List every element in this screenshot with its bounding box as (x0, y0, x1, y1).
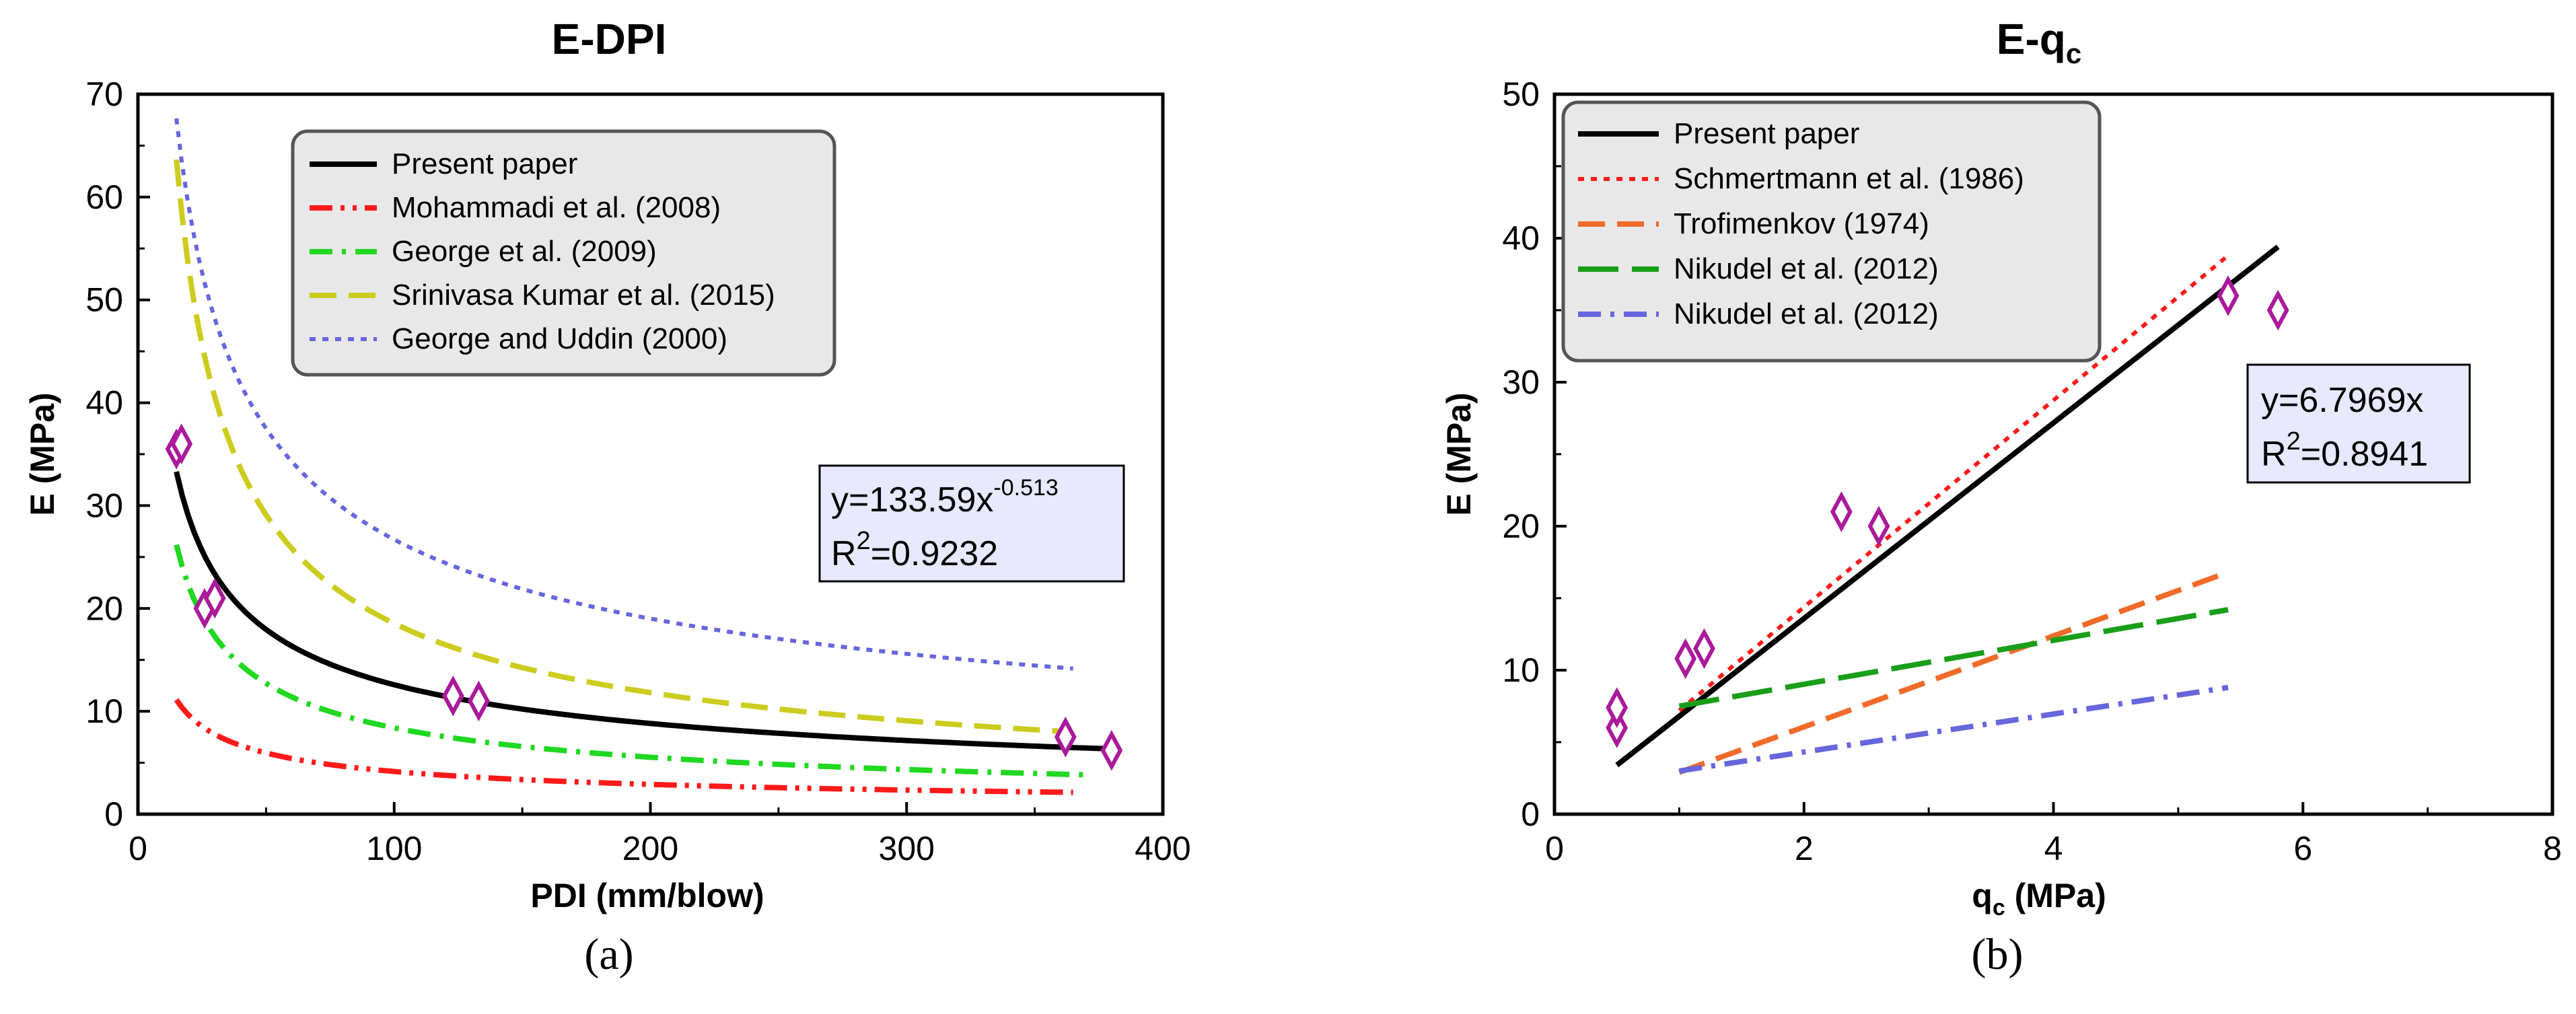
data-point (1867, 505, 1890, 547)
svg-text:E-qc: E-qc (1997, 15, 2081, 69)
data-point (1693, 628, 1715, 669)
y-tick-label: 30 (1502, 363, 1540, 401)
legend-label-3: Nikudel et al. (2012) (1674, 252, 1939, 285)
panel-b-y-axis-label: E (MPa) (1440, 392, 1478, 515)
panel-b-equation-box: y=6.7969x R2=0.8941 (2246, 363, 2471, 484)
panel-b-label: (b) (1972, 930, 2024, 979)
data-point (467, 680, 490, 722)
legend-label-1: Mohammadi et al. (2008) (392, 191, 721, 224)
legend-label-2: Trofimenkov (1974) (1674, 207, 1929, 240)
panel-a-r2-superscript: 2 (857, 527, 871, 555)
x-tick-label: 6 (2293, 830, 2312, 867)
panel-a-equation-exponent: -0.513 (993, 475, 1058, 501)
series-line-1 (174, 698, 1073, 795)
data-point (1054, 717, 1077, 758)
panel-b-equation: y=6.7969x (2261, 381, 2423, 420)
series-line-1 (1678, 254, 2229, 713)
panel-a-legend: Present paper Mohammadi et al. (2008) Geor… (291, 129, 836, 377)
series-line-4 (1678, 684, 2229, 774)
panel-a-legend-box (291, 129, 836, 377)
y-tick-label: 30 (85, 486, 123, 524)
y-tick-label: 10 (85, 692, 123, 730)
panel-b-r2-value: =0.8941 (2301, 435, 2428, 474)
data-point (1606, 687, 1629, 728)
y-tick-label: 20 (85, 589, 123, 627)
x-tick-label: 0 (1545, 830, 1564, 867)
panel-a-r2-symbol: R (831, 534, 857, 573)
y-tick-label: 40 (85, 384, 123, 422)
y-tick-label: 60 (85, 178, 123, 216)
series-line-0 (1615, 244, 2280, 768)
panel-a-y-axis-label: E (MPa) (24, 392, 61, 515)
panel-b-legend-box (1561, 100, 2102, 363)
panel-a-equation-box: y=133.59x-0.513 R2=0.9232 (818, 464, 1125, 583)
x-tick-label: 300 (879, 830, 935, 867)
panel-a-title: E-DPI (552, 15, 667, 63)
panel-b-r2-superscript: 2 (2287, 427, 2301, 456)
panel-a-x-axis-label: PDI (mm/blow) (530, 877, 764, 914)
panel-a: E-DPI 0 100 200 300 400 0 10 20 30 40 50 60 70 PDI (… (24, 15, 1191, 979)
panel-a-data-points (165, 423, 1123, 771)
data-point (441, 675, 464, 717)
legend-label-4: George and Uddin (2000) (392, 322, 727, 355)
x-tick-label: 200 (622, 830, 678, 867)
series-line-0 (174, 471, 1112, 752)
x-tick-label: 8 (2543, 830, 2562, 867)
panel-b-x-axis-label: q (1972, 877, 1993, 914)
y-tick-label: 20 (1502, 507, 1540, 545)
legend-label-2: George et al. (2009) (392, 235, 657, 268)
y-tick-label: 70 (85, 75, 123, 113)
data-point (2217, 275, 2240, 316)
data-point (1100, 729, 1123, 771)
series-line-3 (174, 159, 1061, 734)
y-tick-label: 10 (1502, 651, 1540, 689)
y-tick-label: 40 (1502, 219, 1540, 257)
legend-label-1: Schmertmann et al. (1986) (1674, 162, 2024, 195)
panel-b-r2-symbol: R (2261, 435, 2287, 474)
y-tick-label: 50 (1502, 75, 1540, 113)
panel-a-r2-value: =0.9232 (871, 534, 998, 573)
svg-text:y=133.59x-0.513: y=133.59x-0.513 (831, 475, 1059, 519)
legend-label-0: Present paper (1674, 117, 1859, 150)
y-tick-label: 50 (85, 281, 123, 319)
panel-b-legend: Present paper Schmertmann et al. (1986) Tr… (1561, 100, 2102, 363)
panel-b-x-axis-label-unit: (MPa) (2005, 877, 2106, 914)
series-line-3 (1678, 607, 2229, 709)
y-tick-label: 0 (1521, 795, 1540, 833)
series-line-2 (1678, 569, 2229, 775)
legend-label-4: Nikudel et al. (2012) (1674, 297, 1939, 330)
panel-a-label: (a) (584, 930, 633, 979)
series-line-4 (174, 118, 1073, 671)
panel-b-ticks: 0 2 4 6 8 0 10 20 30 40 50 (1502, 75, 2562, 867)
panel-b-title: E-q (1997, 15, 2066, 63)
series-line-2 (174, 544, 1086, 778)
svg-text:R2=0.8941: R2=0.8941 (2261, 427, 2428, 474)
panel-b-data-points (1606, 275, 2289, 748)
panel-b-x-axis-label-subscript: c (1993, 895, 2005, 920)
data-point (1830, 491, 1853, 532)
y-tick-label: 0 (104, 795, 123, 833)
x-tick-label: 100 (366, 830, 422, 867)
panel-b-title-subscript: c (2066, 38, 2081, 69)
data-point (2266, 289, 2289, 331)
panel-b-series (1615, 244, 2280, 775)
data-point (170, 423, 193, 465)
x-tick-label: 4 (2044, 830, 2063, 867)
panel-a-ticks: 0 100 200 300 400 0 10 20 30 40 50 60 70 (85, 75, 1190, 867)
panel-a-series (174, 118, 1112, 795)
x-tick-label: 2 (1795, 830, 1814, 867)
x-tick-label: 400 (1135, 830, 1190, 867)
legend-label-0: Present paper (392, 147, 577, 180)
x-tick-label: 0 (129, 830, 147, 867)
data-point (203, 577, 226, 619)
legend-label-3: Srinivasa Kumar et al. (2015) (392, 279, 775, 312)
svg-text:qc (MPa): qc (MPa) (1972, 877, 2106, 920)
data-point (1674, 638, 1697, 680)
svg-text:R2=0.9232: R2=0.9232 (831, 527, 998, 573)
panel-a-equation: y=133.59x (831, 480, 993, 519)
